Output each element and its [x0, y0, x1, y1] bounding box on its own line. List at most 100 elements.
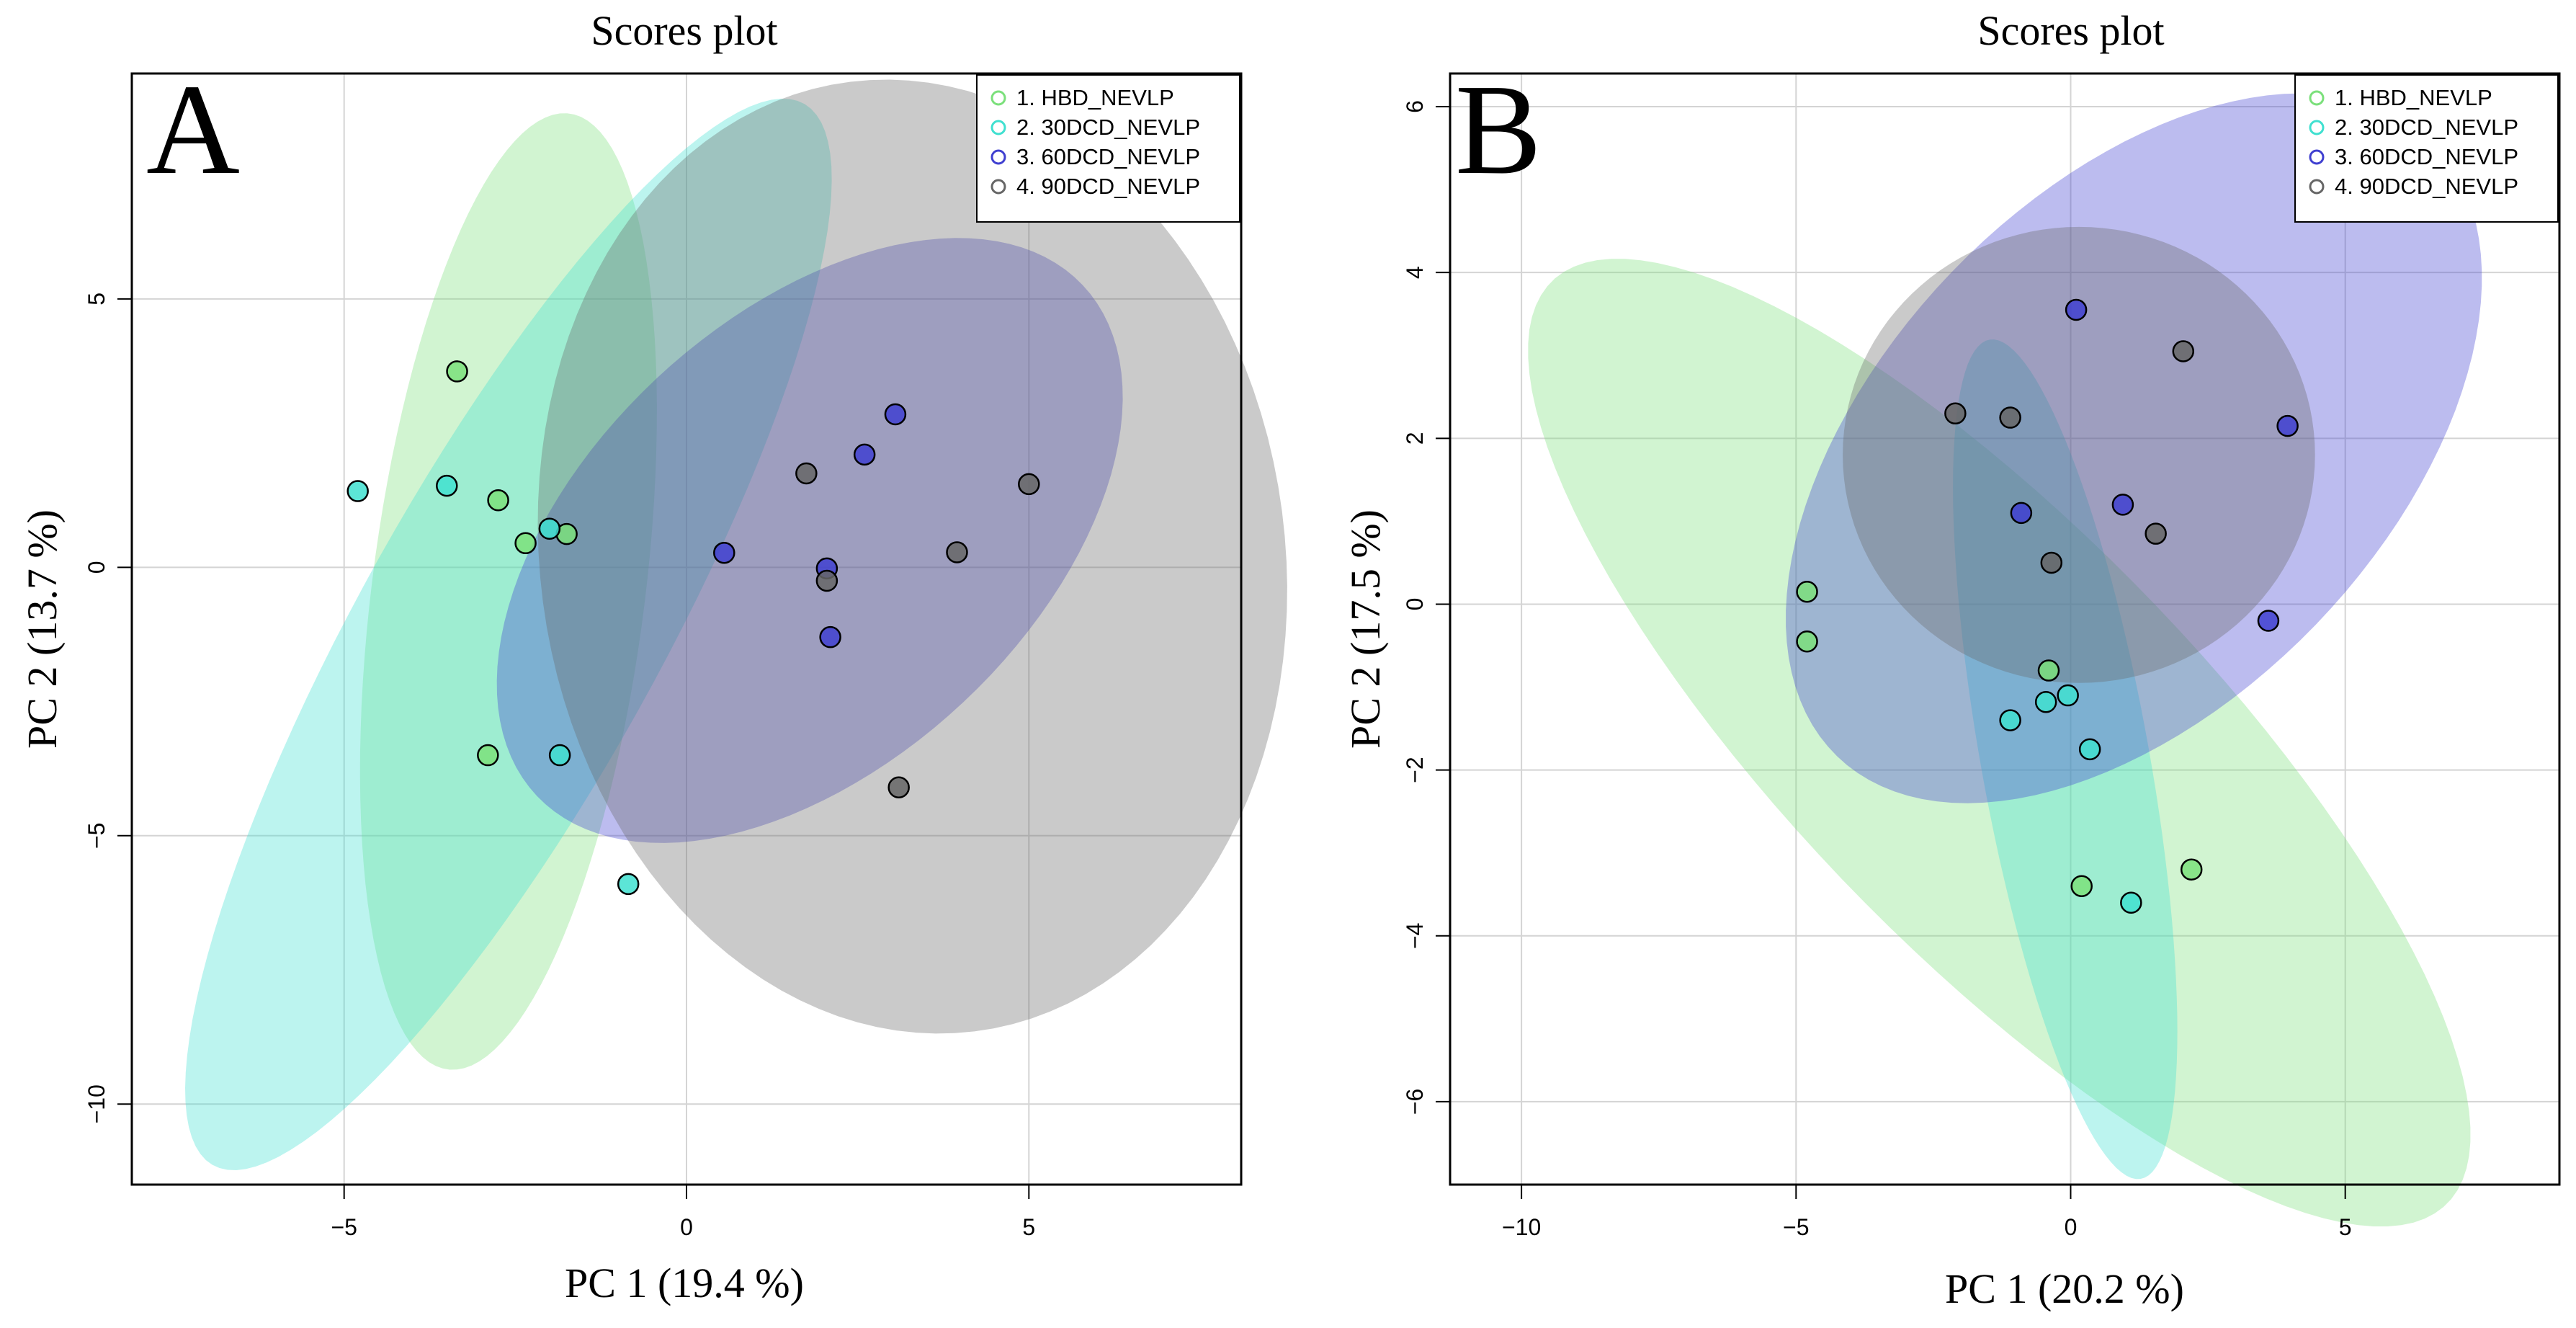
- panel-b-y-tick-label: 2: [1402, 432, 1428, 445]
- panel-b-legend-items: 1. HBD_NEVLP 2. 30DCD_NEVLP 3. 60DCD_NEVLP…: [2309, 85, 2518, 199]
- ellipse-2-30dcd-nevlp: [1953, 339, 2178, 1180]
- point-4-90dcd-nevlp: [2040, 551, 2063, 574]
- panel-b-title: Scores plot: [1977, 7, 2164, 54]
- legend-marker-4-90dcd-nevlp: [990, 179, 1006, 195]
- legend-label-4-90dcd-nevlp: 4. 90DCD_NEVLP: [1016, 174, 1200, 199]
- ellipse-4-90dcd-nevlp: [537, 79, 1287, 1034]
- panel-b: −10 −5 0 5 −6 −4 −2 0 2 4 6 Scores plot PC 1 (20.…: [1342, 7, 2561, 1312]
- point-3-60dcd-nevlp: [2257, 610, 2280, 632]
- legend-marker-4-90dcd-nevlp: [2309, 179, 2325, 195]
- legend-marker-2-30dcd-nevlp: [990, 120, 1006, 135]
- panel-b-x-tick-label: −5: [1783, 1214, 1809, 1240]
- legend-label-1-hbd-nevlp: 1. HBD_NEVLP: [1016, 85, 1174, 110]
- legend-label-2-30dcd-nevlp: 2. 30DCD_NEVLP: [1016, 115, 1200, 140]
- point-2-30dcd-nevlp: [346, 480, 369, 502]
- legend-marker-3-60dcd-nevlp: [2309, 149, 2325, 165]
- ellipse-2-30dcd-nevlp: [185, 98, 832, 1170]
- legend-label-3-60dcd-nevlp: 3. 60DCD_NEVLP: [2335, 144, 2518, 169]
- panel-b-letter: B: [1455, 58, 1542, 201]
- point-1-hbd-nevlp: [1796, 580, 1818, 603]
- panel-b-x-tick-label: −10: [1502, 1214, 1541, 1240]
- point-1-hbd-nevlp: [2070, 875, 2093, 897]
- panel-b-x-tick-label: 0: [2065, 1214, 2078, 1240]
- panel-b-y-tick-label: 4: [1402, 266, 1428, 279]
- legend-marker-1-hbd-nevlp: [2309, 90, 2325, 106]
- point-1-hbd-nevlp: [2180, 858, 2203, 881]
- panel-b-legend: 1. HBD_NEVLP 2. 30DCD_NEVLP 3. 60DCD_NEVLP…: [2294, 74, 2559, 223]
- point-4-90dcd-nevlp: [1999, 406, 2021, 429]
- point-4-90dcd-nevlp: [1944, 402, 1967, 425]
- panel-a-y-tick-label: −5: [84, 823, 109, 849]
- panel-b-points: [1796, 298, 2299, 914]
- panel-b-x-tick-label: 5: [2339, 1214, 2352, 1240]
- point-2-30dcd-nevlp: [2120, 891, 2142, 914]
- point-2-30dcd-nevlp: [2078, 738, 2101, 761]
- point-3-60dcd-nevlp: [853, 443, 876, 466]
- panel-b-y-tick-label: −4: [1402, 923, 1428, 949]
- point-1-hbd-nevlp: [487, 489, 509, 512]
- point-1-hbd-nevlp: [2037, 659, 2060, 682]
- panel-b-legend-box: [2294, 74, 2559, 223]
- point-3-60dcd-nevlp: [2276, 414, 2299, 437]
- point-4-90dcd-nevlp: [1018, 473, 1040, 496]
- ellipse-3-60dcd-nevlp: [1786, 93, 2482, 803]
- panel-a-title: Scores plot: [591, 7, 777, 54]
- panel-a-y-tick-label: 0: [84, 561, 109, 574]
- legend-marker-1-hbd-nevlp: [990, 90, 1006, 106]
- legend-marker-2-30dcd-nevlp: [2309, 120, 2325, 135]
- panel-a-y-label: PC 2 (13.7 %): [19, 509, 66, 749]
- point-4-90dcd-nevlp: [2172, 340, 2195, 362]
- point-2-30dcd-nevlp: [548, 744, 571, 767]
- ellipse-1-hbd-nevlp: [1528, 259, 2471, 1226]
- panel-a: −5 0 5 −10 −5 0 5 Scores plot PC 1 (19.4 %) P…: [19, 7, 1287, 1306]
- panel-b-y-tick-label: 6: [1402, 100, 1428, 113]
- legend-marker-3-60dcd-nevlp: [990, 149, 1006, 165]
- panel-a-x-label: PC 1 (19.4 %): [565, 1260, 804, 1306]
- panel-a-grid: [132, 73, 1241, 1185]
- panel-b-x-ticks: −10 −5 0 5: [1502, 1185, 2352, 1240]
- ellipse-3-60dcd-nevlp: [496, 238, 1123, 843]
- point-2-30dcd-nevlp: [538, 517, 561, 540]
- panel-a-y-ticks: −10 −5 0 5: [84, 293, 132, 1123]
- panel-b-grid: [1450, 73, 2559, 1185]
- panel-b-x-label: PC 1 (20.2 %): [1945, 1265, 2184, 1312]
- panel-a-y-tick-label: 5: [84, 293, 109, 306]
- panel-a-y-tick-label: −10: [84, 1084, 109, 1123]
- point-3-60dcd-nevlp: [2111, 494, 2134, 516]
- point-2-30dcd-nevlp: [2057, 684, 2079, 707]
- panel-a-legend: 1. HBD_NEVLP 2. 30DCD_NEVLP 3. 60DCD_NEVLP…: [976, 74, 1240, 223]
- legend-label-1-hbd-nevlp: 1. HBD_NEVLP: [2335, 85, 2492, 110]
- point-3-60dcd-nevlp: [2010, 502, 2033, 525]
- panel-b-y-tick-label: −2: [1402, 757, 1428, 783]
- point-3-60dcd-nevlp: [884, 403, 907, 426]
- panel-b-plot-frame: [1449, 72, 2561, 1186]
- point-1-hbd-nevlp: [446, 360, 468, 383]
- point-1-hbd-nevlp: [514, 532, 537, 555]
- panel-a-x-tick-label: 0: [680, 1214, 693, 1240]
- ellipse-4-90dcd-nevlp: [1843, 226, 2315, 683]
- point-4-90dcd-nevlp: [815, 569, 838, 592]
- point-1-hbd-nevlp: [477, 744, 499, 767]
- panel-a-x-tick-label: 5: [1022, 1214, 1035, 1240]
- point-3-60dcd-nevlp: [819, 625, 841, 649]
- panel-a-x-ticks: −5 0 5: [331, 1185, 1035, 1240]
- ellipse-1-hbd-nevlp: [359, 113, 657, 1070]
- point-4-90dcd-nevlp: [887, 776, 910, 799]
- panel-a-ellipses: [185, 79, 1287, 1170]
- panel-a-x-tick-label: −5: [331, 1214, 357, 1240]
- point-4-90dcd-nevlp: [795, 462, 818, 485]
- panel-a-legend-box: [976, 74, 1240, 223]
- panel-b-y-ticks: −6 −4 −2 0 2 4 6: [1402, 100, 1450, 1115]
- point-2-30dcd-nevlp: [1999, 709, 2021, 731]
- panel-b-y-tick-label: −6: [1402, 1089, 1428, 1115]
- panel-a-legend-items: 1. HBD_NEVLP 2. 30DCD_NEVLP 3. 60DCD_NEVLP…: [990, 85, 1200, 199]
- point-2-30dcd-nevlp: [617, 873, 640, 896]
- point-4-90dcd-nevlp: [2145, 522, 2167, 545]
- panel-b-y-label: PC 2 (17.5 %): [1342, 509, 1389, 749]
- point-3-60dcd-nevlp: [2065, 298, 2088, 321]
- point-3-60dcd-nevlp: [713, 541, 735, 564]
- point-2-30dcd-nevlp: [2034, 691, 2057, 713]
- legend-label-4-90dcd-nevlp: 4. 90DCD_NEVLP: [2335, 174, 2518, 199]
- legend-label-3-60dcd-nevlp: 3. 60DCD_NEVLP: [1016, 144, 1200, 169]
- panel-b-y-tick-label: 0: [1402, 598, 1428, 611]
